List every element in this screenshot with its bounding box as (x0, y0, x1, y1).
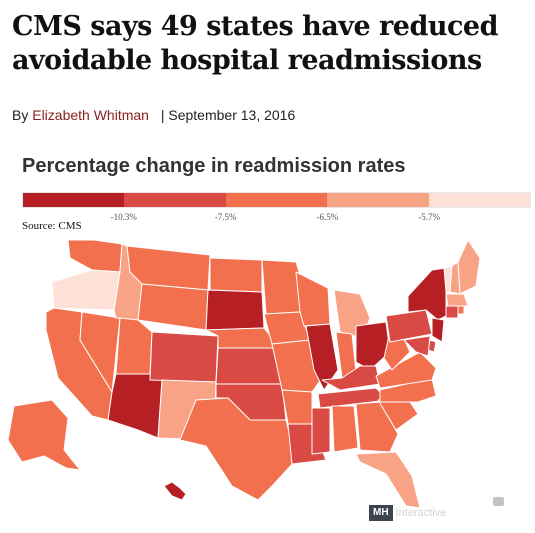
state-ct[interactable] (445, 305, 459, 319)
legend-tick-0: -10.3% (110, 212, 137, 222)
brand-logo: MH Interactive (369, 505, 446, 521)
state-ma[interactable] (445, 293, 469, 307)
state-oh[interactable] (355, 321, 391, 371)
state-ky[interactable] (321, 365, 381, 391)
state-ar[interactable] (281, 389, 313, 425)
state-me[interactable] (457, 239, 481, 295)
comment-icon[interactable] (493, 497, 504, 506)
byline: By Elizabeth Whitman | September 13, 201… (12, 107, 295, 123)
state-or[interactable] (51, 269, 121, 311)
state-wa[interactable] (67, 239, 123, 273)
state-fl[interactable] (355, 451, 421, 509)
legend-color-scale (22, 192, 531, 208)
state-ut[interactable] (115, 317, 153, 375)
state-ak[interactable] (7, 399, 81, 471)
state-ks[interactable] (215, 347, 283, 385)
headline: CMS says 49 states have reduced avoidabl… (12, 11, 498, 76)
state-nj[interactable] (431, 317, 445, 343)
brand-word: Interactive (395, 507, 447, 519)
state-az[interactable] (107, 373, 163, 439)
legend-swatch-2 (225, 193, 328, 207)
state-nd[interactable] (209, 257, 263, 293)
state-va[interactable] (375, 351, 437, 389)
state-hi[interactable] (163, 481, 187, 501)
state-sd[interactable] (205, 289, 265, 331)
byline-prefix: By (12, 107, 29, 123)
legend-swatch-4 (428, 193, 531, 207)
legend-swatch-0 (23, 193, 125, 207)
legend-tick-2: -6.5% (316, 212, 339, 222)
state-ms[interactable] (311, 407, 331, 455)
legend-tick-3: -5.7% (418, 212, 441, 222)
state-md[interactable] (403, 335, 431, 357)
state-mo[interactable] (271, 339, 323, 393)
publish-date: | September 13, 2016 (160, 107, 296, 123)
map-source: Source: CMS (22, 220, 82, 232)
state-co[interactable] (149, 331, 219, 383)
state-wy[interactable] (137, 283, 209, 331)
legend-swatch-3 (327, 193, 429, 207)
brand-mark: MH (369, 505, 393, 521)
state-tx[interactable] (179, 397, 297, 501)
legend-swatch-1 (124, 193, 226, 207)
state-ga[interactable] (355, 401, 399, 453)
state-ny[interactable] (407, 267, 447, 321)
author-link[interactable]: Elizabeth Whitman (32, 107, 149, 123)
state-al[interactable] (331, 405, 359, 453)
legend-tick-1: -7.5% (214, 212, 237, 222)
state-ri[interactable] (457, 305, 465, 315)
map-title: Percentage change in readmission rates (22, 155, 406, 177)
